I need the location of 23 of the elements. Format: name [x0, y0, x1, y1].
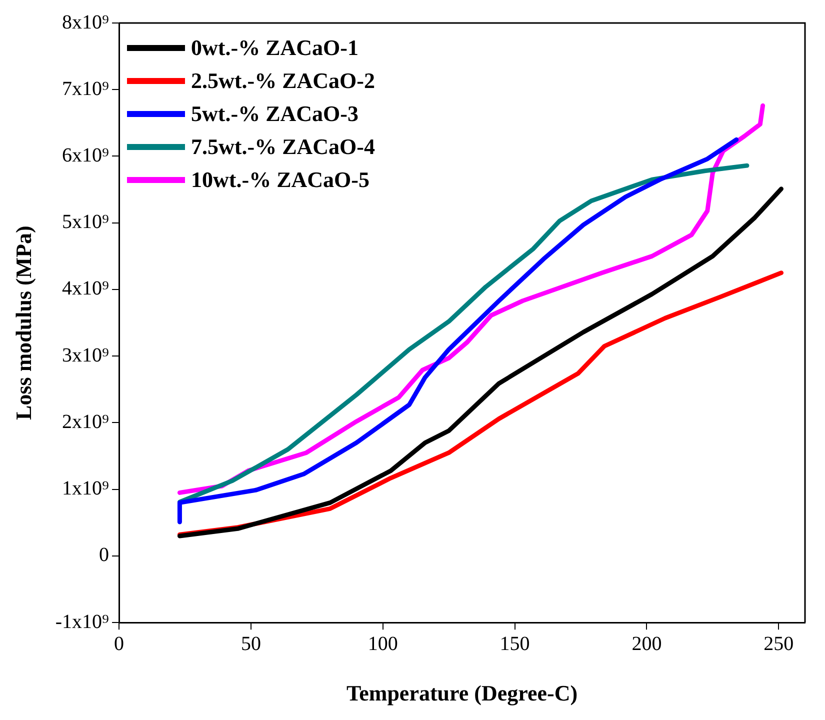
y-tick-label: 6x10⁹: [62, 144, 110, 166]
y-tick-label: 1x10⁹: [62, 478, 110, 500]
y-axis-title: Loss modulus (MPa): [10, 226, 36, 420]
x-tick-label: 50: [240, 632, 261, 655]
x-tick-label: 100: [368, 632, 398, 655]
y-tick-label: 0: [99, 544, 110, 566]
x-tick-label: 0: [114, 632, 124, 655]
x-tick-label: 200: [632, 632, 662, 655]
y-tick-label: 2x10⁹: [62, 410, 110, 433]
x-tick-label: 250: [764, 632, 794, 655]
y-tick-label: 5x10⁹: [62, 211, 110, 234]
legend-label: 5wt.-% ZACaO-3: [191, 100, 358, 126]
y-tick-label: 3x10⁹: [62, 344, 110, 366]
y-tick-label: 8x10⁹: [62, 11, 110, 34]
legend-label: 0wt.-% ZACaO-1: [191, 34, 358, 60]
x-axis-title: Temperature (Degree-C): [346, 680, 578, 706]
y-tick-label: 4x10⁹: [62, 278, 110, 300]
legend-label: 7.5wt.-% ZACaO-4: [191, 134, 375, 160]
legend-label: 2.5wt.-% ZACaO-2: [191, 68, 375, 94]
y-tick-label: 7x10⁹: [62, 78, 110, 100]
legend-label: 10wt.-% ZACaO-5: [191, 166, 370, 192]
x-tick-label: 150: [500, 632, 530, 655]
y-tick-label: -1x10⁹: [55, 610, 110, 633]
